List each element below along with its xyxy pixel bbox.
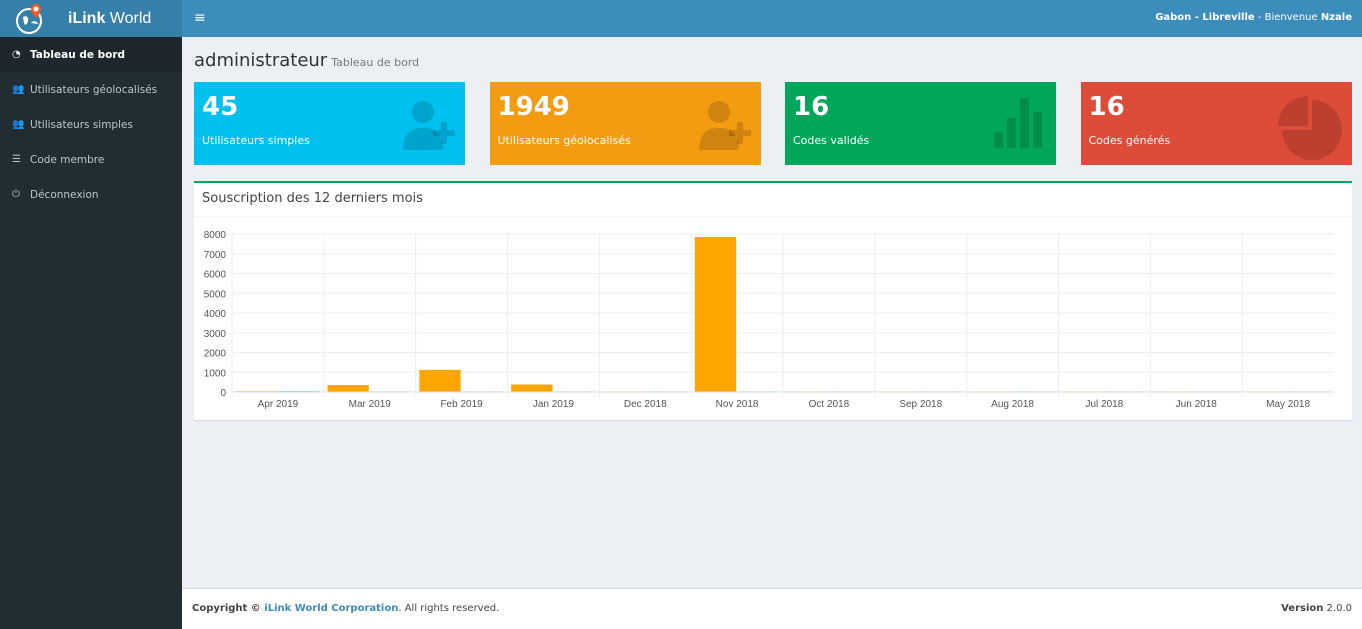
top-navbar: ≡ Gabon - Libreville - Bienvenue Nzale [182,0,1362,37]
page-subtitle: Tableau de bord [331,56,420,69]
x-tick-label: Mar 2019 [349,399,392,410]
subscription-bar-chart: 0 1000 2000 3000 4000 5000 6000 7000 8000 Apr 201… [204,230,1334,410]
x-tick-label: Apr 2019 [258,399,299,410]
sidebar-item-label: Utilisateurs géolocalisés [30,83,158,96]
brand-name: iLink World [68,9,152,27]
sidebar-item-label: Code membre [30,153,105,166]
footer: Copyright © iLink World Corporation. All… [182,588,1362,629]
sidebar-item-4[interactable]: ⏻ Déconnexion [0,177,182,212]
y-tick-label: 0 [220,388,226,399]
stat-box-2[interactable]: 16 Codes validés [785,82,1056,165]
bar [511,384,553,392]
stat-value: 45 [202,92,239,122]
bar [327,385,369,392]
x-tick-label: Jan 2019 [533,399,575,410]
x-tick-label: Jun 2018 [1176,399,1218,410]
user-info: Gabon - Libreville - Bienvenue Nzale [1155,12,1352,23]
sidebar-item-0[interactable]: ◔ Tableau de bord [0,37,182,72]
pie-chart-icon [1277,96,1344,165]
sidebar-item-2[interactable]: 👥 Utilisateurs simples [0,107,182,142]
sidebar-item-3[interactable]: ☰ Code membre [0,142,182,177]
y-tick-label: 8000 [204,230,227,241]
main-content: administrateur Tableau de bord 45 Utilisat… [182,37,1362,588]
x-tick-label: Feb 2019 [440,399,483,410]
version: Version 2.0.0 [1281,603,1352,614]
x-tick-label: Jul 2018 [1086,399,1124,410]
stat-box-1[interactable]: 1949 Utilisateurs géolocalisés [489,82,761,165]
stat-label: Codes validés [793,134,870,147]
y-tick-label: 2000 [204,349,227,360]
sidebar-item-label: Déconnexion [30,188,99,201]
x-tick-label: May 2018 [1266,399,1310,410]
bar-chart-icon [992,96,1048,155]
user-plus-icon [697,96,753,155]
user-plus-icon [401,96,457,155]
y-tick-label: 4000 [204,309,227,320]
stat-label: Utilisateurs simples [202,134,310,147]
y-tick-label: 3000 [204,329,227,340]
y-tick-label: 5000 [204,289,227,300]
users-icon: 👥 [12,119,25,130]
power-icon: ⏻ [12,189,20,200]
stat-box-3[interactable]: 16 Codes générés [1080,82,1352,165]
database-icon: ☰ [12,154,21,165]
sidebar-item-1[interactable]: 👥 Utilisateurs géolocalisés [0,72,182,107]
dashboard-icon: ◔ [12,49,21,60]
logo-area[interactable]: iLink World [0,0,182,37]
x-tick-label: Dec 2018 [624,399,667,410]
stat-box-0[interactable]: 45 Utilisateurs simples [194,82,465,165]
y-tick-label: 7000 [204,250,227,261]
bar [694,236,737,392]
x-tick-label: Aug 2018 [991,399,1034,410]
stat-value: 1949 [497,92,570,122]
stat-value: 16 [1088,92,1125,122]
stat-value: 16 [793,92,830,122]
sidebar: ◔ Tableau de bord 👥 Utilisateurs géolocalis… [0,37,182,629]
users-icon: 👥 [12,84,25,95]
panel-title: Souscription des 12 derniers mois [194,183,1352,217]
menu-toggle-icon[interactable]: ≡ [194,10,206,26]
y-tick-label: 6000 [204,270,227,281]
x-tick-label: Oct 2018 [809,399,850,410]
bar [419,369,461,392]
x-tick-label: Sep 2018 [899,399,942,410]
stat-label: Codes générés [1088,134,1171,147]
company-link[interactable]: iLink World Corporation [264,603,399,614]
stat-label: Utilisateurs géolocalisés [497,134,631,147]
subscription-panel: Souscription des 12 derniers mois 0 1000 2… [194,181,1352,420]
globe-logo-icon [16,3,42,34]
sidebar-item-label: Utilisateurs simples [30,118,133,131]
sidebar-item-label: Tableau de bord [30,48,126,61]
page-title: administrateur Tableau de bord [194,50,420,71]
y-tick-label: 1000 [204,368,227,379]
x-tick-label: Nov 2018 [716,399,759,410]
